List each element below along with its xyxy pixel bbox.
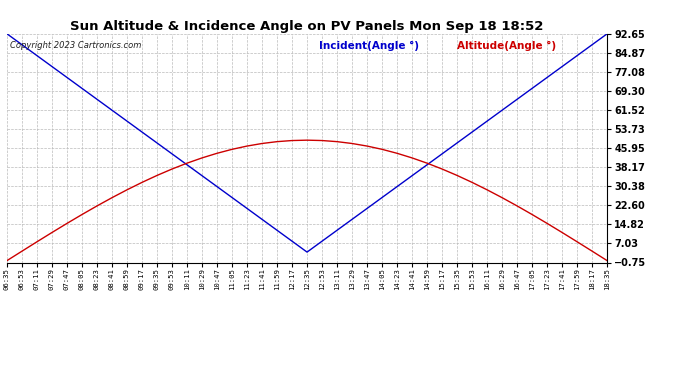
Text: Incident(Angle °): Incident(Angle °): [319, 40, 419, 51]
Text: Altitude(Angle °): Altitude(Angle °): [457, 40, 556, 51]
Text: Copyright 2023 Cartronics.com: Copyright 2023 Cartronics.com: [10, 40, 141, 50]
Title: Sun Altitude & Incidence Angle on PV Panels Mon Sep 18 18:52: Sun Altitude & Incidence Angle on PV Pan…: [70, 20, 544, 33]
